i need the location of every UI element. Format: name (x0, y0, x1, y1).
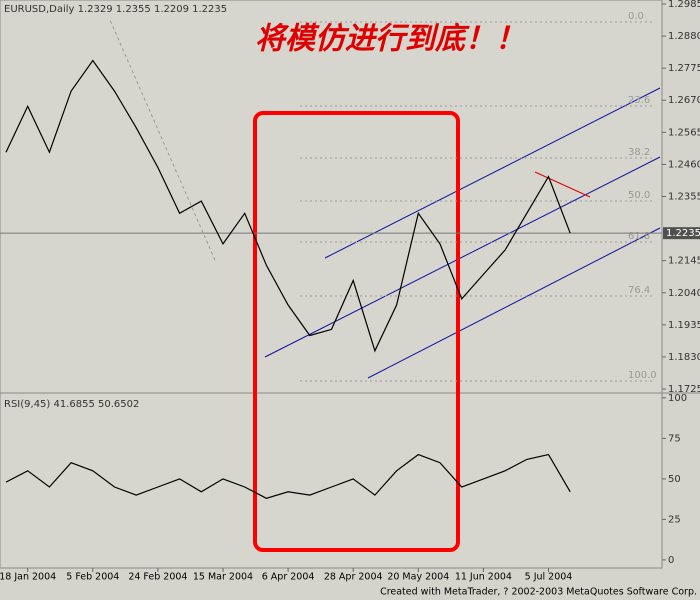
y-tick-label: 1.2565 (668, 127, 700, 138)
y-tick-label: 1.1830 (668, 352, 700, 363)
y-tick-label: 1.2670 (668, 95, 700, 106)
x-tick-label: 6 Apr 2004 (262, 572, 315, 583)
x-tick-label: 11 Jun 2004 (455, 572, 512, 583)
x-tick-label: 5 Jul 2004 (525, 572, 573, 583)
y-tick-label: 50 (668, 474, 681, 485)
y-tick-label: 75 (668, 433, 681, 444)
y-tick-label: 1.2775 (668, 63, 700, 74)
price-header: EURUSD,Daily 1.2329 1.2355 1.2209 1.2235 (4, 4, 227, 15)
y-tick-label: 1.2880 (668, 31, 700, 42)
plot-frame (0, 0, 663, 569)
y-tick-label: 1.1935 (668, 320, 700, 331)
y-tick-label: 1.2040 (668, 288, 700, 299)
y-tick-label: 1.2985 (668, 0, 700, 10)
y-tick-label: 25 (668, 514, 681, 525)
fib-line (109, 19, 216, 261)
channel-line (367, 227, 661, 379)
y-tick-label: 1.2145 (668, 256, 700, 267)
y-tick-label: 1.2355 (668, 192, 700, 203)
current-price-label: 1.2235 (666, 228, 700, 239)
data-line (5, 59, 571, 353)
x-tick-label: 20 May 2004 (387, 572, 449, 583)
fib-label: 23.6 (628, 95, 650, 106)
x-tick-label: 18 Jan 2004 (0, 572, 56, 583)
x-tick-label: 5 Feb 2004 (66, 572, 119, 583)
x-tick-label: 15 Mar 2004 (193, 572, 253, 583)
y-tick-label: 0 (668, 555, 674, 566)
y-tick-label: 100 (668, 393, 687, 404)
current-price-box (663, 227, 700, 240)
y-tick-label: 1.1725 (668, 384, 700, 395)
annotation: 将模仿进行到底！！ (255, 22, 525, 57)
data-line (5, 453, 571, 499)
channel-line (264, 156, 661, 358)
fib-label: 0.0 (628, 11, 644, 22)
fib-label: 100.0 (628, 370, 657, 381)
x-tick-label: 24 Feb 2004 (128, 572, 187, 583)
trend-line (534, 171, 591, 198)
fib-label: 38.2 (628, 147, 650, 158)
x-tick-label: 28 Apr 2004 (324, 572, 383, 583)
y-tick-label: 1.2460 (668, 159, 700, 170)
fib-label: 61.8 (628, 231, 650, 242)
footer: Created with MetaTrader, ? 2002-2003 Met… (380, 587, 697, 598)
channel-line (324, 87, 661, 259)
highlight-box (253, 111, 460, 552)
fib-label: 50.0 (628, 190, 650, 201)
fib-label: 76.4 (628, 285, 650, 296)
rsi-header: RSI(9,45) 41.6855 50.6502 (4, 399, 139, 410)
